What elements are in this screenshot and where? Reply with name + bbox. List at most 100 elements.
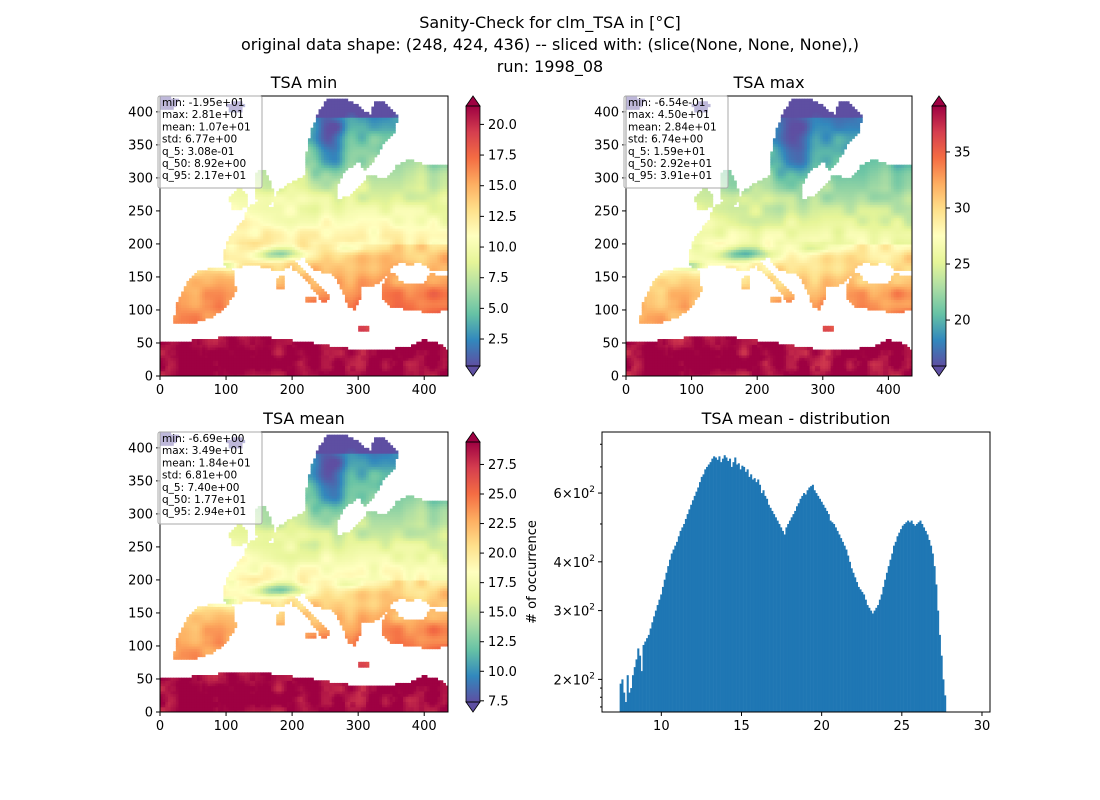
histogram-bar: [940, 655, 943, 712]
figure-title-line-1: Sanity-Check for clm_TSA in [°C]: [419, 13, 681, 32]
colorbar: 7.5 10.0 12.5 15.0 17.5 20.0 22.5 25.0 27.5: [465, 431, 517, 713]
histogram-bar: [751, 479, 754, 712]
histogram-bar: [935, 584, 938, 712]
histogram-bar: [788, 520, 792, 712]
histogram-bar: [621, 679, 624, 712]
histogram-bar: [937, 610, 940, 712]
histogram-bar: [718, 456, 721, 712]
stats-line: max: 3.49e+01: [162, 445, 244, 457]
histogram-bar: [624, 702, 627, 712]
stats-line: q_95: 2.94e+01: [162, 506, 246, 518]
stats-line: min: -1.95e+01: [162, 97, 244, 109]
histogram-bar: [637, 648, 640, 712]
histogram-bar: [903, 523, 906, 712]
histogram-bar: [871, 613, 874, 712]
x-tick-label: 200: [745, 383, 770, 398]
histogram-bar: [841, 541, 844, 712]
histogram-bar: [898, 532, 901, 712]
histogram-bar: [674, 545, 677, 712]
y-tick-label: 150: [594, 270, 619, 285]
histogram-bar: [845, 549, 848, 712]
histogram-bar: [633, 667, 636, 712]
histogram-bar: [850, 568, 853, 712]
colorbar-tick-label: 17.5: [488, 576, 517, 591]
histogram-bar: [818, 498, 821, 712]
colorbar-tick-label: 12.5: [488, 210, 517, 225]
stats-box: [157, 95, 263, 189]
histogram-bar: [859, 589, 862, 712]
x-tick-label: 300: [346, 719, 371, 734]
map-axes-frame: [159, 95, 449, 377]
histogram-bar: [863, 594, 866, 712]
histogram-bar: [700, 476, 703, 712]
colorbar-frame: [465, 105, 481, 367]
histogram-bar: [803, 493, 806, 712]
histogram-bar: [785, 527, 788, 712]
y-tick-label: 3×102: [554, 603, 595, 620]
histogram-bar: [630, 688, 633, 712]
histogram-bar: [922, 527, 926, 712]
y-tick-label: 300: [128, 507, 153, 522]
histogram-bar: [808, 487, 811, 712]
histogram-bar: [725, 457, 728, 712]
colorbar-gradient: [466, 442, 480, 702]
histogram-panel: TSA mean - distribution # of occurrence 10…: [525, 409, 991, 734]
histogram-bar: [691, 500, 695, 712]
histogram-bar: [683, 523, 686, 712]
stats-line: q_50: 1.77e+01: [162, 494, 246, 506]
y-tick-label: 150: [128, 270, 153, 285]
histogram-bar: [891, 553, 894, 712]
histogram-bar: [813, 490, 816, 712]
histogram-bar: [877, 605, 880, 712]
colorbar-tick-label: 20.0: [488, 118, 517, 133]
histogram-bar: [797, 503, 800, 712]
stats-line: mean: 1.07e+01: [162, 121, 251, 133]
histogram-bar: [711, 458, 714, 712]
histogram-bar: [861, 591, 864, 712]
colorbar-frame: [465, 441, 481, 703]
histogram-bar: [688, 509, 691, 712]
x-tick-label: 10: [653, 719, 670, 734]
map-panel-1: TSA min 0 100 200 300 400 0 50 100 150 200 250 300 35…: [128, 73, 517, 398]
histogram-bar: [928, 539, 931, 712]
histogram-bar: [944, 695, 947, 712]
histogram-bar: [884, 579, 887, 712]
histogram-bar: [660, 594, 663, 712]
histogram-bar: [640, 671, 643, 712]
histogram-bar: [878, 599, 881, 712]
x-tick-label: 0: [156, 383, 164, 398]
histogram-bar: [681, 527, 684, 712]
histogram-bar: [654, 610, 657, 712]
y-tick-label: 100: [594, 303, 619, 318]
histogram-bar: [690, 504, 693, 712]
histogram-bar: [661, 586, 665, 712]
histogram-bar: [644, 641, 647, 712]
x-tick-label: 200: [280, 719, 305, 734]
colorbar-tick-label: 35: [954, 145, 971, 160]
x-tick-label: 30: [974, 719, 991, 734]
histogram-bar: [924, 530, 927, 712]
y-tick-label: 400: [594, 105, 619, 120]
histogram-bar: [910, 520, 913, 712]
y-tick-label: 2×102: [554, 671, 595, 688]
histogram-bar: [713, 456, 716, 712]
histogram-bar: [907, 520, 910, 712]
histogram-bar: [829, 520, 832, 712]
figure-title: Sanity-Check for clm_TSA in [°C] origina…: [0, 12, 1100, 78]
histogram-bar: [794, 510, 797, 712]
histogram-bar: [806, 490, 809, 712]
map-axes-frame: [159, 431, 449, 713]
x-tick-label: 300: [346, 383, 371, 398]
map-title: TSA max: [732, 73, 804, 92]
colorbar-extend-min: [931, 365, 947, 377]
colorbar: 20 25 30 35: [931, 95, 971, 377]
map-panel-2: TSA max 0 100 200 300 400 0 50 100 150 200 250 300 35…: [594, 73, 970, 398]
histogram-bar: [942, 679, 945, 712]
histogram-bar: [787, 523, 790, 712]
colorbar-tick-label: 20.0: [488, 547, 517, 562]
histogram-bar: [774, 517, 777, 712]
map-field: [160, 96, 448, 376]
histogram-bar: [919, 520, 922, 712]
y-tick-label: 0: [611, 370, 619, 385]
y-tick-label: 300: [128, 171, 153, 186]
